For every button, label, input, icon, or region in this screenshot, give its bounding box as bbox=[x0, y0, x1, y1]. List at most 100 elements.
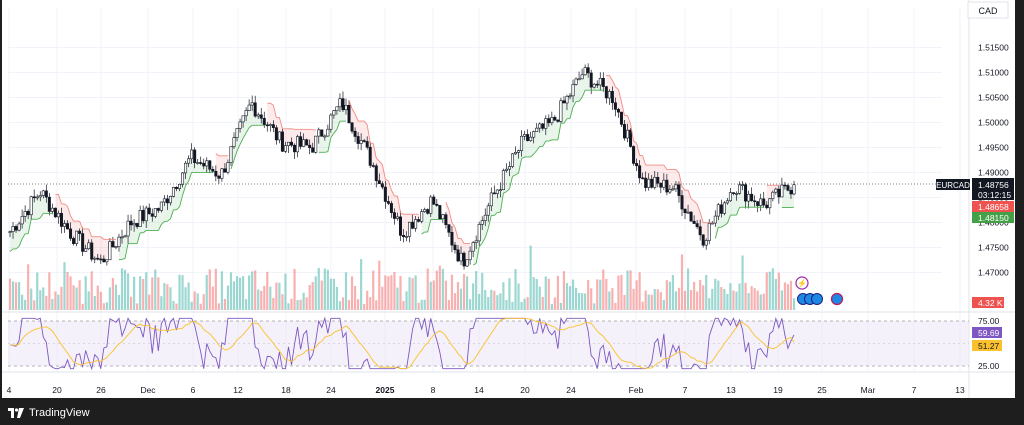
volume-bar bbox=[341, 297, 345, 310]
candle-body bbox=[193, 149, 197, 164]
trail-fill-segment bbox=[766, 185, 770, 208]
candle-body bbox=[398, 216, 402, 236]
candle-body bbox=[47, 196, 51, 212]
volume-bar bbox=[683, 290, 687, 310]
candle-body bbox=[356, 136, 360, 144]
candle-body bbox=[653, 176, 657, 188]
volume-bar bbox=[372, 270, 375, 310]
rsi-value-tag bbox=[972, 327, 1002, 338]
trail-fill-segment bbox=[131, 223, 135, 244]
event-icon[interactable] bbox=[811, 293, 823, 305]
volume-bar bbox=[405, 291, 408, 310]
trail-fill-segment bbox=[73, 221, 77, 244]
trail-fill-segment bbox=[787, 190, 791, 208]
volume-bar bbox=[505, 299, 508, 310]
candle-body bbox=[616, 109, 620, 113]
trail-line-segment bbox=[245, 127, 250, 134]
volume-bar bbox=[220, 271, 223, 310]
volume-bar bbox=[33, 300, 36, 310]
trail-line-segment bbox=[724, 222, 728, 226]
volume-bar bbox=[559, 302, 563, 310]
trail-line-segment bbox=[542, 140, 547, 147]
volume-bar bbox=[229, 272, 233, 310]
volume-tag-text: 4.32 K bbox=[978, 298, 1003, 308]
candle-body bbox=[510, 153, 514, 167]
trail-line-segment bbox=[548, 139, 553, 142]
volume-bar bbox=[629, 270, 632, 310]
trail-line-segment bbox=[27, 219, 32, 234]
volume-bar bbox=[565, 283, 569, 310]
volume-bar bbox=[211, 286, 214, 310]
trail-line-segment bbox=[572, 101, 577, 108]
volume-bar bbox=[8, 278, 12, 310]
volume-bar bbox=[45, 295, 48, 310]
volume-bar bbox=[117, 294, 121, 310]
trail-line-segment bbox=[675, 169, 680, 174]
candle-body bbox=[365, 141, 369, 148]
volume-bar bbox=[129, 296, 133, 310]
trail-fill-segment bbox=[270, 103, 274, 128]
trail-line-segment bbox=[88, 228, 93, 237]
volume-bar bbox=[360, 259, 363, 310]
volume-bar bbox=[290, 298, 293, 310]
volume-bar bbox=[408, 277, 411, 310]
volume-bar bbox=[677, 287, 681, 310]
volume-bar bbox=[278, 282, 281, 310]
time-tick-label: 7 bbox=[912, 385, 917, 395]
trail-line-segment bbox=[494, 212, 498, 216]
volume-bar bbox=[308, 285, 311, 310]
candle-body bbox=[93, 257, 97, 260]
trail-line-segment bbox=[170, 209, 174, 219]
volume-bar bbox=[87, 291, 90, 310]
rsi-pane bbox=[8, 316, 969, 371]
chart-frame[interactable]: 1.51500 1.51000 1.50500 1.50000 1.49500 1.490… bbox=[2, 0, 1015, 398]
candle-body bbox=[141, 209, 145, 222]
candle-body bbox=[296, 136, 300, 153]
trail-line-segment bbox=[333, 129, 338, 134]
event-icon[interactable] bbox=[830, 292, 844, 306]
candle-body bbox=[205, 160, 209, 167]
price-tick-label: 1.51500 bbox=[978, 43, 1009, 53]
volume-bar bbox=[490, 289, 493, 310]
trail-fill-segment bbox=[267, 103, 271, 126]
volume-bar bbox=[275, 282, 278, 310]
volume-bar bbox=[508, 278, 511, 310]
candle-body bbox=[405, 236, 409, 238]
time-tick-label: 13 bbox=[955, 385, 965, 395]
volume-bar bbox=[296, 300, 299, 310]
volume-bar bbox=[611, 288, 614, 310]
volume-bar bbox=[248, 275, 251, 310]
volume-bar bbox=[148, 294, 151, 310]
candle-body bbox=[114, 246, 118, 248]
trail-line-segment bbox=[270, 102, 274, 106]
candle-body bbox=[435, 203, 439, 206]
price-tick-label: 1.49000 bbox=[978, 168, 1009, 178]
last-price-text: 1.48756 bbox=[978, 180, 1009, 190]
volume-bar bbox=[617, 275, 620, 310]
candle-body bbox=[744, 184, 748, 202]
volume-bar bbox=[702, 285, 705, 310]
candle-body bbox=[87, 242, 91, 250]
volume-bar bbox=[774, 278, 777, 310]
volume-bar bbox=[226, 285, 230, 310]
candle-body bbox=[674, 184, 678, 190]
event-markers[interactable] bbox=[797, 292, 844, 306]
trail-line-segment bbox=[372, 143, 377, 159]
candle-body bbox=[420, 211, 424, 222]
candle-body bbox=[477, 224, 481, 242]
trail-fill-segment bbox=[34, 196, 38, 220]
alert-marker-icon[interactable] bbox=[795, 276, 809, 290]
candle-body bbox=[329, 114, 333, 130]
candle-body bbox=[386, 201, 390, 204]
volume-bar bbox=[708, 298, 711, 310]
price-chart[interactable]: 1.51500 1.51000 1.50500 1.50000 1.49500 1.490… bbox=[2, 0, 1015, 398]
candle-body bbox=[383, 186, 387, 202]
volume-bar bbox=[21, 294, 24, 310]
trail-fill-segment bbox=[197, 162, 201, 173]
tradingview-logo[interactable]: TradingView bbox=[8, 407, 90, 419]
volume-bar bbox=[14, 282, 18, 310]
trail-line-segment bbox=[354, 113, 359, 122]
volume-bar bbox=[75, 287, 78, 310]
candle-body bbox=[713, 215, 717, 224]
trail-line-segment bbox=[481, 237, 486, 244]
